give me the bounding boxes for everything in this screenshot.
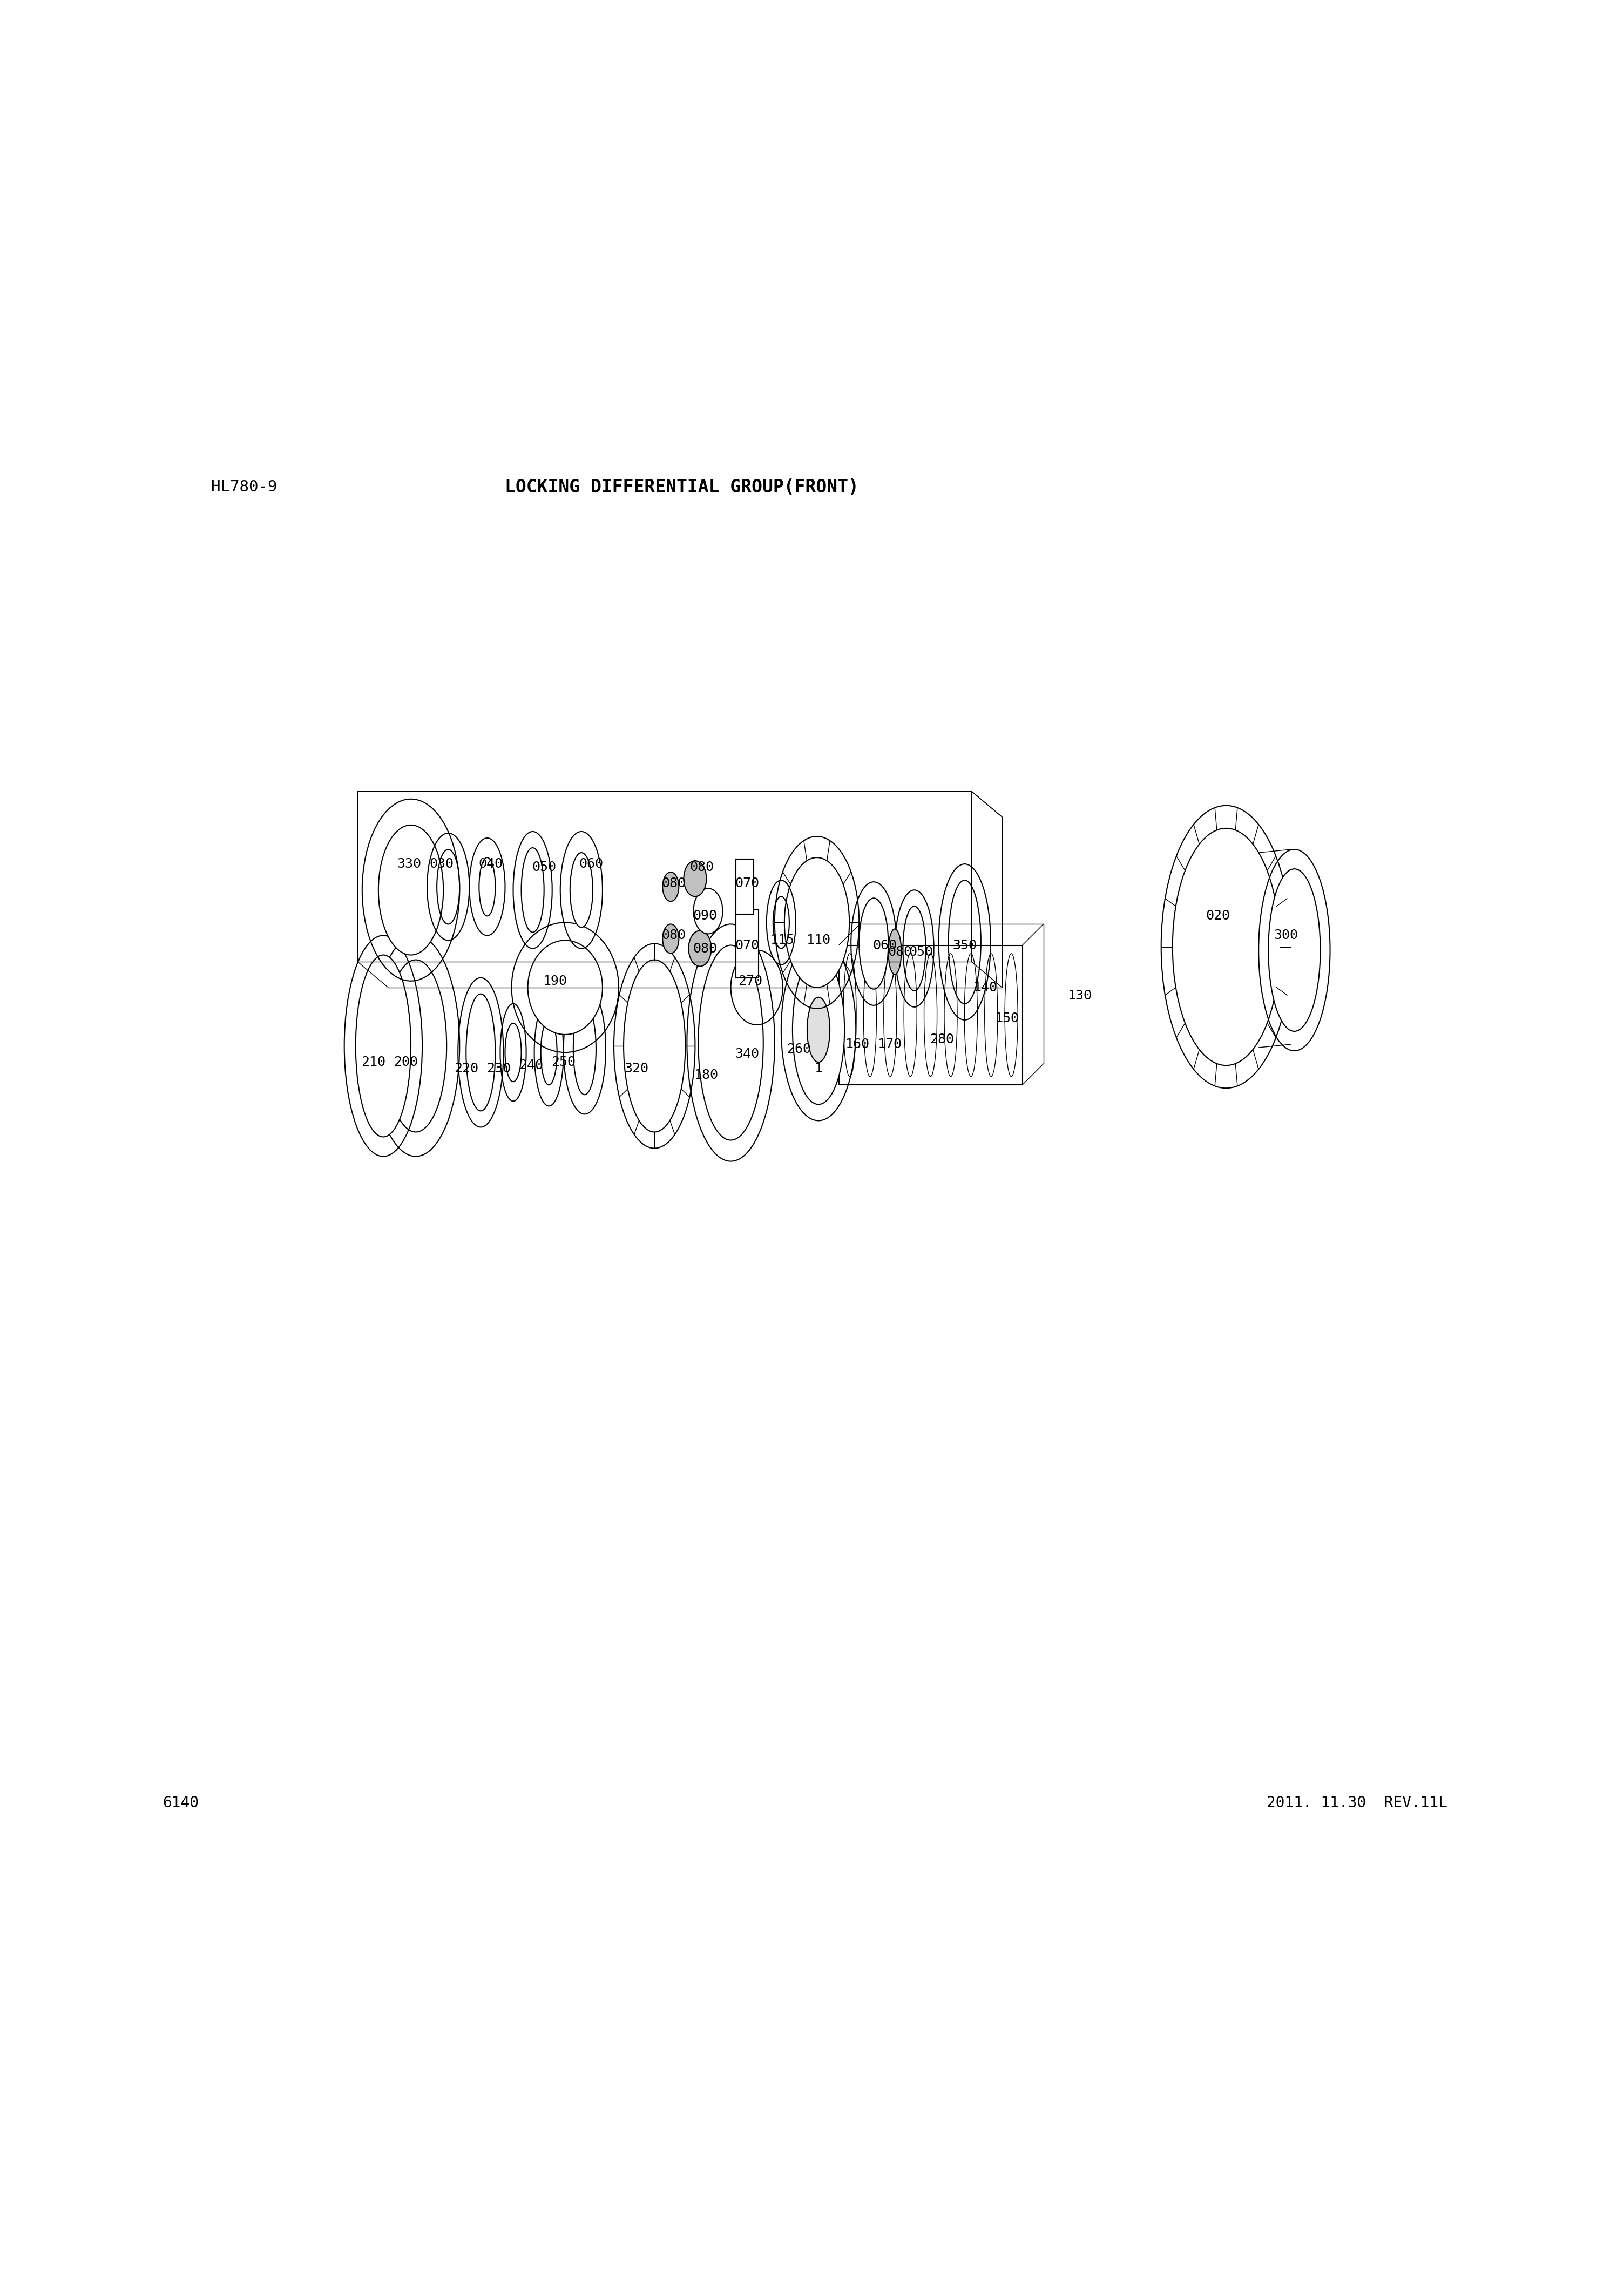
Text: 320: 320 [625, 1063, 648, 1074]
Ellipse shape [888, 930, 901, 976]
Text: 020: 020 [1207, 909, 1229, 923]
Ellipse shape [385, 960, 447, 1131]
Text: 080: 080 [690, 861, 713, 875]
Bar [736, 859, 754, 914]
Text: 050: 050 [533, 861, 555, 875]
Text: 340: 340 [736, 1047, 758, 1060]
Ellipse shape [793, 955, 844, 1104]
Text: 070: 070 [736, 877, 758, 891]
Text: 240: 240 [520, 1058, 542, 1072]
Text: 040: 040 [479, 856, 502, 870]
Ellipse shape [1173, 829, 1280, 1065]
Text: 110: 110 [807, 934, 830, 946]
Text: 080: 080 [888, 946, 911, 957]
Text: 6140: 6140 [162, 1795, 198, 1811]
Text: 050: 050 [909, 946, 932, 957]
Text: 330: 330 [398, 856, 421, 870]
Ellipse shape [693, 889, 723, 934]
Text: 250: 250 [552, 1056, 575, 1069]
Text: 150: 150 [996, 1012, 1018, 1026]
Ellipse shape [1268, 868, 1320, 1030]
Text: 180: 180 [695, 1069, 718, 1081]
Text: 080: 080 [663, 877, 685, 891]
Text: 060: 060 [874, 939, 896, 953]
Ellipse shape [689, 930, 711, 966]
Text: HL780-9: HL780-9 [211, 479, 278, 495]
Text: 130: 130 [1069, 989, 1091, 1003]
Ellipse shape [859, 898, 888, 989]
Text: 2011. 11.30  REV.11L: 2011. 11.30 REV.11L [1267, 1795, 1447, 1811]
Text: 080: 080 [693, 941, 716, 955]
Text: 280: 280 [931, 1033, 953, 1047]
Text: 030: 030 [430, 856, 453, 870]
Text: 140: 140 [974, 980, 997, 994]
Text: 190: 190 [544, 976, 567, 987]
Ellipse shape [378, 824, 443, 955]
Ellipse shape [807, 996, 830, 1063]
Text: 080: 080 [663, 930, 685, 941]
Text: 160: 160 [846, 1037, 869, 1051]
Text: 060: 060 [580, 856, 603, 870]
Text: 300: 300 [1275, 930, 1298, 941]
Ellipse shape [784, 856, 849, 987]
Ellipse shape [624, 960, 685, 1131]
Ellipse shape [948, 879, 981, 1003]
Ellipse shape [570, 852, 593, 927]
Ellipse shape [663, 925, 679, 953]
Text: 070: 070 [736, 939, 758, 953]
Text: 230: 230 [487, 1063, 510, 1074]
Text: 200: 200 [395, 1056, 417, 1069]
Text: 115: 115 [771, 934, 794, 946]
Text: 270: 270 [739, 976, 762, 987]
Text: 260: 260 [788, 1042, 810, 1056]
Text: 210: 210 [362, 1056, 385, 1069]
Text: LOCKING DIFFERENTIAL GROUP(FRONT): LOCKING DIFFERENTIAL GROUP(FRONT) [505, 479, 859, 497]
Ellipse shape [356, 955, 411, 1136]
Text: 350: 350 [953, 939, 976, 953]
Ellipse shape [528, 941, 603, 1035]
Ellipse shape [466, 994, 495, 1111]
Text: 090: 090 [693, 909, 716, 923]
Text: 1: 1 [815, 1063, 822, 1074]
Bar [736, 909, 758, 978]
Ellipse shape [698, 946, 763, 1140]
Text: 220: 220 [455, 1063, 477, 1074]
Ellipse shape [573, 1003, 596, 1095]
Bar [838, 946, 1023, 1085]
Ellipse shape [663, 872, 679, 902]
Ellipse shape [684, 861, 706, 895]
Text: 170: 170 [879, 1037, 901, 1051]
